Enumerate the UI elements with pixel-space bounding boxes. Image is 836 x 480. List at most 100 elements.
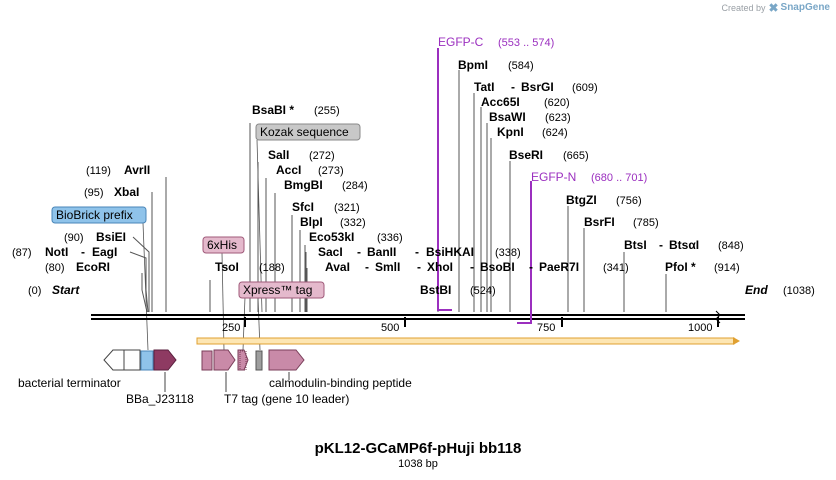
site-bmgbi-pos: (284) (342, 180, 368, 192)
biobrick-prefix-box[interactable] (51, 206, 147, 224)
site-tati[interactable]: TatI (474, 80, 494, 94)
site-noti-pos: (87) (12, 247, 32, 259)
t7-tag-feature[interactable] (213, 349, 236, 371)
end-pos: (1038) (783, 285, 815, 297)
site-paer7i[interactable]: PaeR7I (539, 260, 579, 274)
sixhis-box[interactable] (202, 236, 245, 254)
tick-250: 250 (222, 322, 240, 334)
site-bmgbi[interactable]: BmgBI (284, 178, 323, 192)
primer-egfp-c-name: EGFP-C (438, 35, 484, 49)
xpress-box[interactable] (238, 281, 325, 299)
site-smli[interactable]: SmlI (375, 260, 400, 274)
site-separator: - (659, 238, 663, 252)
site-bpmi-pos: (584) (508, 60, 534, 72)
site-banii[interactable]: BanII (367, 245, 396, 259)
site-sfci[interactable]: SfcI (292, 200, 314, 214)
site-bsobi[interactable]: BsoBI (480, 260, 515, 274)
site-separator: - (511, 80, 515, 94)
site-kpni-pos: (624) (542, 127, 568, 139)
site-tsoi-pos: (188) (259, 262, 285, 274)
site-leader-lines (129, 70, 667, 313)
site-bseri[interactable]: BseRI (509, 148, 543, 162)
kozak-box[interactable] (255, 123, 361, 141)
site-bsiei[interactable]: BsiEI (96, 230, 126, 244)
site-sfci-pos: (321) (334, 202, 360, 214)
site-xhoi[interactable]: XhoI (427, 260, 453, 274)
site-eagi[interactable]: EagI (92, 245, 117, 259)
site-tsoi[interactable]: TsoI (215, 260, 239, 274)
promoter-arrow-feature[interactable] (153, 349, 177, 371)
site-btsai[interactable]: BtsαI (669, 238, 699, 252)
site-acc65i[interactable]: Acc65I (481, 95, 520, 109)
site-separator: - (417, 260, 421, 274)
start-label: Start (52, 283, 80, 297)
site-bsiei-pos: (90) (64, 232, 84, 244)
t7-tag-label: T7 tag (gene 10 leader) (224, 392, 349, 406)
site-ecori[interactable]: EcoRI (76, 260, 110, 274)
site-kpni[interactable]: KpnI (497, 125, 524, 139)
site-pfoi[interactable]: PfoI * (665, 260, 696, 274)
feature-boxes: BioBrick prefix Kozak sequence 6xHis Xpr… (51, 123, 361, 299)
backbone (91, 310, 745, 327)
site-acci[interactable]: AccI (276, 163, 301, 177)
site-bsihkai-pos: (338) (495, 247, 521, 259)
site-ecori-pos: (80) (45, 262, 65, 274)
primer-egfp-n[interactable]: EGFP-N (680 .. 701) (517, 170, 647, 324)
tick-1000: 1000 (688, 322, 712, 334)
site-separator: - (357, 245, 361, 259)
site-bsabi[interactable]: BsaBI * (252, 103, 294, 117)
site-separator: - (470, 260, 474, 274)
site-sali-pos: (272) (309, 150, 335, 162)
site-bstbi-pos: (524) (470, 285, 496, 297)
site-bsrfi-pos: (785) (633, 217, 659, 229)
end-label: End (745, 283, 768, 297)
site-bsrgi[interactable]: BsrGI (521, 80, 554, 94)
site-avrii[interactable]: AvrII (124, 163, 150, 177)
site-saci[interactable]: SacI (318, 245, 343, 259)
site-bsawi-pos: (623) (545, 112, 571, 124)
bba-j23118-feature[interactable] (140, 350, 154, 371)
site-bseri-pos: (665) (563, 150, 589, 162)
site-bsabi-pos: (255) (314, 105, 340, 117)
primer-egfp-c-range: (553 .. 574) (498, 37, 554, 49)
site-acc65i-pos: (620) (544, 97, 570, 109)
site-xbai[interactable]: XbaI (114, 185, 139, 199)
site-bpmi[interactable]: BpmI (458, 58, 488, 72)
sixhis-feature[interactable] (201, 350, 213, 371)
xpress-label: Xpress™ tag (243, 283, 312, 297)
site-eco53ki[interactable]: Eco53kI (309, 230, 354, 244)
site-xbai-pos: (95) (84, 187, 104, 199)
site-blpi[interactable]: BlpI (300, 215, 323, 229)
feature-track (103, 349, 305, 371)
primer-egfp-n-range: (680 .. 701) (591, 172, 647, 184)
snapgene-watermark: Created by SnapGene (722, 2, 831, 13)
bacterial-terminator-label: bacterial terminator (18, 376, 121, 390)
site-bsawi[interactable]: BsaWI (489, 110, 526, 124)
site-separator: - (365, 260, 369, 274)
site-separator: - (415, 245, 419, 259)
plasmid-title: pKL12-GCaMP6f-pHuji bb118 (314, 440, 522, 457)
site-sali[interactable]: SalI (268, 148, 289, 162)
orf-arrow[interactable] (196, 337, 740, 345)
calmodulin-label: calmodulin-binding peptide (269, 376, 412, 390)
biobrick-prefix-label: BioBrick prefix (56, 208, 133, 222)
site-pfoi-pos: (914) (714, 262, 740, 274)
site-noti[interactable]: NotI (45, 245, 68, 259)
site-blpi-pos: (332) (340, 217, 366, 229)
site-avai[interactable]: AvaI (325, 260, 350, 274)
sixhis-label: 6xHis (207, 238, 237, 252)
calmodulin-feature[interactable] (268, 349, 305, 371)
site-btgzi-pos: (756) (616, 195, 642, 207)
site-bstbi[interactable]: BstBI (420, 283, 451, 297)
site-bsihkai[interactable]: BsiHKAI (426, 245, 474, 259)
kozak-feature[interactable] (255, 350, 263, 371)
site-bsrfi[interactable]: BsrFI (584, 215, 615, 229)
site-eco53ki-pos: (336) (377, 232, 403, 244)
primer-egfp-c[interactable]: EGFP-C (553 .. 574) (437, 35, 554, 311)
site-separator: - (529, 260, 533, 274)
site-btsi[interactable]: BtsI (624, 238, 647, 252)
tick-750: 750 (537, 322, 555, 334)
site-btgzi[interactable]: BtgZI (566, 193, 597, 207)
bacterial-terminator-arrow (103, 349, 125, 371)
